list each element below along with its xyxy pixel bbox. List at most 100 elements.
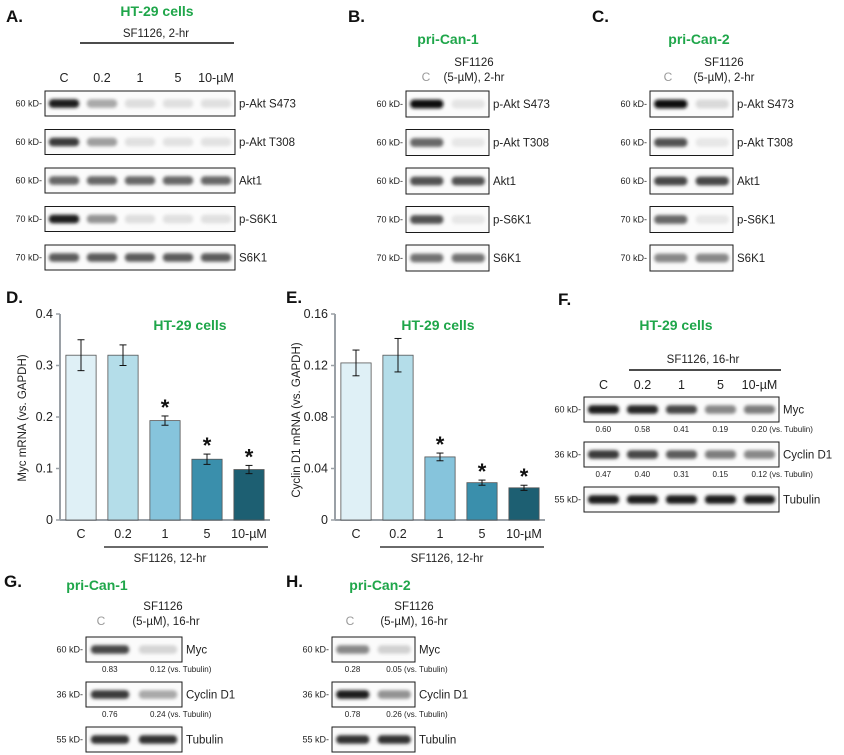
blot-band — [451, 215, 485, 224]
panel-c-title: pri-Can-2 — [668, 31, 730, 47]
lane-label: 1 — [678, 378, 685, 392]
protein-label: Myc — [783, 405, 804, 417]
protein-label: Tubulin — [419, 735, 456, 747]
blot-band — [654, 176, 688, 186]
blot-band — [124, 176, 156, 185]
lane-labels: C 0.2 1 5 10-µM — [599, 378, 777, 392]
x-tick-label: 5 — [204, 527, 211, 541]
blot-band — [695, 253, 729, 263]
chart-e-ylabel: Cyclin D1 mRNA (vs. GAPDH) — [291, 342, 303, 497]
panel-g-treatment-1: SF1126 — [143, 601, 182, 613]
lane-label: 5 — [717, 378, 724, 392]
quant-value: 0.26 (vs. Tubulin) — [386, 710, 448, 719]
panel-a: A. HT-29 cells SF1126, 2-hr C 0.2 1 5 10-µM … — [6, 3, 296, 271]
blot-band — [654, 253, 688, 263]
bar — [466, 482, 498, 521]
blot-band — [695, 215, 729, 224]
blot-band — [695, 99, 729, 109]
blot-band — [162, 99, 194, 108]
lane-label-control: C — [664, 70, 673, 84]
blot-band — [695, 138, 729, 147]
panel-c: C. pri-Can-2 SF1126 (5-µM), 2-hr C 60 kD… — [592, 7, 794, 272]
blot-band — [665, 450, 698, 459]
protein-label: p-Akt T308 — [239, 137, 295, 149]
blot-stack: 60 kD- Myc 0.83 0.12 (vs. Tubulin) 36 kD- Cyc… — [56, 636, 235, 753]
kd-marker: 55 kD- — [554, 495, 581, 505]
quant-value: 0.12 (vs. Tubulin) — [150, 665, 212, 674]
protein-label: p-S6K1 — [737, 215, 775, 227]
lane-label: 1 — [137, 71, 144, 85]
quant-value: 0.76 — [102, 710, 118, 719]
kd-marker: 70 kD- — [15, 253, 42, 263]
protein-label: p-Akt T308 — [493, 138, 549, 150]
blot-band — [704, 405, 737, 414]
blot-band — [336, 735, 370, 744]
quant-value: 0.83 — [102, 665, 118, 674]
blot-band — [138, 645, 178, 654]
blot-band — [377, 690, 411, 699]
panel-g-treatment-2: (5-µM), 16-hr — [132, 616, 199, 628]
y-tick-label: 0 — [46, 513, 53, 527]
blot-band — [654, 138, 688, 147]
blot-band — [162, 253, 194, 262]
chart-d-ylabel: Myc mRNA (vs. GAPDH) — [17, 354, 29, 481]
blot-band — [162, 137, 194, 147]
blot-band — [626, 495, 659, 504]
panel-h: H. pri-Can-2 SF1126 (5-µM), 16-hr C 60 k… — [286, 572, 468, 753]
kd-marker: 60 kD- — [376, 176, 403, 186]
kd-marker: 60 kD- — [376, 138, 403, 148]
blot-band — [162, 214, 194, 224]
protein-label: Myc — [186, 645, 207, 657]
kd-marker: 60 kD- — [620, 99, 647, 109]
blot-band — [587, 495, 620, 504]
blot-band — [410, 215, 444, 224]
blot-band — [124, 99, 156, 108]
blot-stack: 60 kD-p-Akt S473 60 kD-p-Akt T308 60 kD- Ak… — [15, 90, 296, 271]
quant-value: 0.19 — [713, 425, 729, 434]
protein-label: p-S6K1 — [239, 214, 277, 226]
quant-value: 0.40 — [635, 470, 651, 479]
panel-letter-c: C. — [592, 7, 609, 26]
blot-band — [410, 138, 444, 147]
protein-label: p-S6K1 — [493, 215, 531, 227]
bar — [107, 354, 139, 521]
kd-marker: 55 kD- — [302, 735, 329, 745]
quant-value: 0.58 — [635, 425, 651, 434]
lane-label-control: C — [422, 70, 431, 84]
lane-labels: C 0.2 1 5 10-µM — [59, 71, 233, 85]
blot-stack: 60 kD- Myc 0.28 0.05 (vs. Tubulin) 36 kD- Cyc… — [302, 636, 468, 753]
panel-d: D. HT-29 cells Myc mRNA (vs. GAPDH) SF11… — [6, 288, 270, 565]
blot-band — [587, 405, 620, 414]
blot-band — [451, 176, 485, 186]
protein-label: Tubulin — [186, 735, 223, 747]
blot-band — [86, 214, 118, 224]
blot-band — [48, 176, 80, 185]
panel-letter-g: G. — [4, 572, 22, 591]
panel-b-treatment-2: (5-µM), 2-hr — [444, 72, 505, 84]
protein-label: p-Akt S473 — [737, 99, 794, 111]
panel-a-treatment: SF1126, 2-hr — [123, 28, 189, 40]
y-tick-label: 0.4 — [36, 307, 53, 321]
significance-marker: * — [478, 459, 487, 484]
lane-label: C — [59, 71, 68, 85]
chart-e-title: HT-29 cells — [401, 317, 474, 333]
blot-band — [410, 176, 444, 186]
panel-c-treatment-2: (5-µM), 2-hr — [694, 72, 755, 84]
kd-marker: 70 kD- — [15, 214, 42, 224]
panel-c-treatment-1: SF1126 — [704, 57, 743, 69]
protein-label: S6K1 — [493, 253, 521, 265]
bar — [233, 469, 265, 521]
significance-marker: * — [203, 433, 212, 458]
blot-band — [704, 495, 737, 504]
x-tick-label: C — [76, 527, 85, 541]
panel-letter-a: A. — [6, 7, 23, 26]
y-tick-label: 0.08 — [304, 410, 328, 424]
protein-label: p-Akt S473 — [239, 99, 296, 111]
blot-band — [48, 253, 80, 262]
blot-band — [587, 450, 620, 459]
y-tick-label: 0.16 — [304, 307, 328, 321]
protein-label: S6K1 — [239, 253, 267, 265]
bar — [382, 354, 414, 521]
blot-band — [377, 735, 411, 744]
